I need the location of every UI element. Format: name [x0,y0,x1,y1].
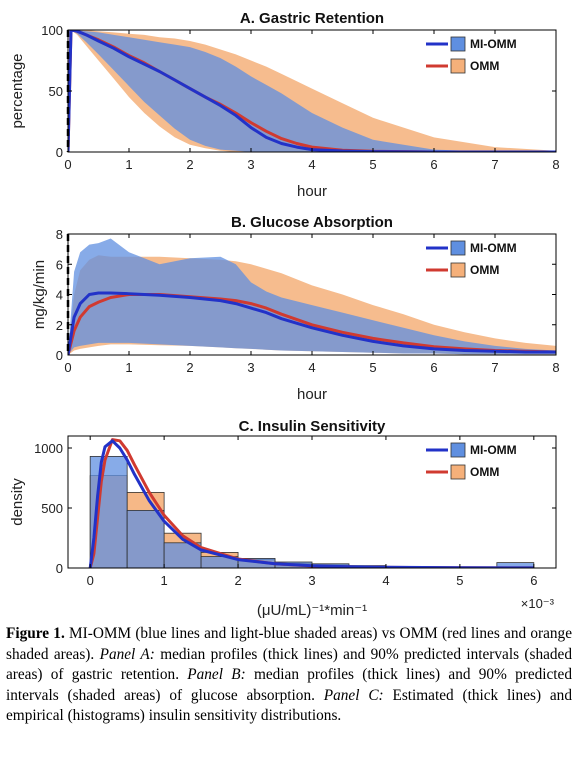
y-axis-label: percentage [9,53,26,128]
plot-area [68,30,556,152]
chart-title: C. Insulin Sensitivity [239,418,386,435]
median-line-mi-omm [68,30,556,152]
x-tick-label: 5 [369,157,376,172]
legend-swatch-omm [450,464,466,480]
caption-panel-c: Panel C: [323,686,384,704]
x-axis-label: hour [297,183,327,200]
legend-swatch-mi-omm [450,240,466,256]
plot-area [88,438,535,568]
x-tick-label: 0 [64,360,71,375]
legend-label-omm: OMM [470,263,499,277]
y-tick-label: 8 [56,227,63,242]
x-tick-label: 4 [308,360,315,375]
x-tick-label: 0 [64,157,71,172]
figure: A. Gastric Retention 0 1 2 3 4 5 6 7 8 0 50 100 hour p… [9,10,560,619]
x-tick-label: 6 [430,157,437,172]
x-tick-label: 5 [369,360,376,375]
x-tick-label: 0 [87,573,94,588]
legend-label-omm: OMM [470,59,499,73]
panel-3: C. Insulin Sensitivity 0 1 2 3 4 5 6 0 500 1000 (μU… [9,418,557,619]
y-tick-label: 4 [56,288,63,303]
y-tick-label: 0 [56,348,63,363]
chart-title: B. Glucose Absorption [231,214,393,231]
legend-swatch-omm [450,58,466,74]
x-axis-label: (μU/mL)⁻¹*min⁻¹ [257,602,367,619]
x-tick-label: 4 [308,157,315,172]
x-tick-label: 2 [186,360,193,375]
x-tick-label: 2 [186,157,193,172]
hist-bar-mi-omm [126,509,165,568]
figure-caption: Figure 1. MI-OMM (blue lines and light-b… [6,624,572,727]
plot-area [68,238,556,355]
caption-text-2: median profiles (thick lines) and 90% pr… [6,645,572,684]
x-axis-label: hour [297,386,327,403]
caption-text-4: Estimated (thick lines) and empirical (h… [6,686,572,725]
caption-text-1: MI-OMM (blue lines and light-blue shaded… [6,625,572,663]
x-tick-label: 6 [430,360,437,375]
x-exponent-label: ×10⁻³ [521,596,555,611]
y-tick-label: 500 [41,501,63,516]
x-tick-label: 4 [382,573,389,588]
x-tick-label: 8 [552,360,559,375]
y-tick-label: 6 [56,257,63,272]
caption-label: Figure 1. [6,625,65,642]
panel-1: A. Gastric Retention 0 1 2 3 4 5 6 7 8 0 50 100 hour p… [9,10,560,200]
y-tick-label: 1000 [34,441,63,456]
x-tick-label: 8 [552,157,559,172]
y-tick-label: 0 [56,561,63,576]
panel-2: B. Glucose Absorption 0 1 2 3 4 5 6 7 8 0 2 4 6 8 hour m… [31,214,560,403]
median-line-omm [68,293,556,355]
y-axis-label: mg/kg/min [31,260,48,329]
y-axis-label: density [9,478,26,526]
density-line-mi-omm [88,439,534,568]
x-tick-label: 3 [308,573,315,588]
x-tick-label: 1 [161,573,168,588]
y-tick-label: 2 [56,318,63,333]
x-tick-label: 3 [247,157,254,172]
legend-label-omm: OMM [470,465,499,479]
legend-swatch-omm [450,262,466,278]
caption-panel-a: Panel A: [99,645,155,663]
x-tick-label: 2 [234,573,241,588]
legend-label-mi-omm: MI-OMM [470,241,517,255]
caption-panel-b: Panel B: [187,666,246,683]
x-tick-label: 1 [125,360,132,375]
chart-title: A. Gastric Retention [240,10,384,27]
x-tick-label: 1 [125,157,132,172]
caption-text-3: median profiles (thick lines) and 90% pr… [6,666,572,704]
median-line-mi-omm [68,291,556,355]
legend-label-mi-omm: MI-OMM [470,443,517,457]
y-tick-label: 0 [56,145,63,160]
x-tick-label: 7 [491,360,498,375]
x-tick-label: 6 [530,573,537,588]
legend-swatch-mi-omm [450,442,466,458]
legend-swatch-mi-omm [450,36,466,52]
x-tick-label: 7 [491,157,498,172]
y-tick-label: 100 [41,23,63,38]
x-tick-label: 3 [247,360,254,375]
band-mi-omm [68,238,556,355]
x-tick-label: 5 [456,573,463,588]
band-mi-omm [68,30,556,152]
y-tick-label: 50 [49,84,63,99]
legend-label-mi-omm: MI-OMM [470,37,517,51]
